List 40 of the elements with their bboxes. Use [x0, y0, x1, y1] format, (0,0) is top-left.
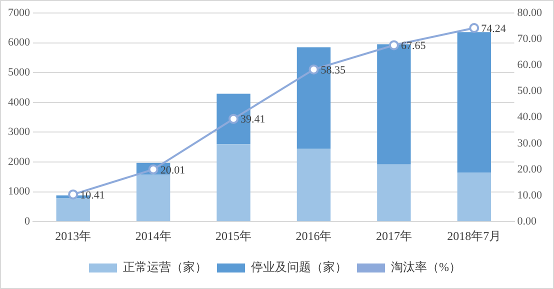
bar [296, 148, 331, 222]
bar [56, 198, 90, 222]
point [308, 64, 319, 74]
x-tick-label: 2015年 [216, 228, 252, 243]
y2-tick-label: 60.00 [517, 59, 542, 72]
y-tick-label: 5000 [8, 66, 30, 78]
legend-label: 淘汰率（%） [391, 260, 461, 274]
y2-tick-label: 70.00 [517, 32, 542, 45]
bar [377, 164, 411, 222]
y2-tick-label: 10.00 [517, 189, 542, 202]
y2-tick-label: 0.00 [517, 215, 537, 228]
point [68, 189, 78, 200]
point [228, 114, 239, 124]
x-tick-label: 2017年 [376, 228, 412, 243]
point [469, 23, 480, 34]
y-tick-label: 4000 [8, 96, 30, 108]
y2-tick-label: 80.00 [517, 6, 542, 19]
bar [136, 174, 170, 222]
legend-label: 正常运营（家） [123, 260, 207, 274]
y-tick-label: 7000 [8, 6, 30, 19]
y-tick-label: 0 [24, 215, 30, 228]
bar [457, 172, 491, 222]
bar [216, 144, 250, 222]
x-tick-label: 2014年 [135, 228, 172, 243]
point [388, 40, 399, 50]
y2-tick-label: 50.00 [517, 85, 542, 98]
y2-tick-label: 40.00 [517, 111, 542, 124]
y2-tick-label: 20.00 [517, 163, 542, 176]
data-label: 10.41 [80, 189, 105, 202]
y-tick-label: 2000 [8, 156, 30, 168]
legend-label: 停业及问题（家） [251, 260, 347, 274]
y-tick-label: 1000 [8, 186, 30, 198]
bar [457, 32, 491, 173]
x-tick-label: 2018年7月 [447, 228, 502, 243]
x-tick-label: 2013年 [55, 228, 92, 243]
y2-tick-label: 30.00 [517, 137, 542, 150]
y-tick-label: 6000 [8, 36, 30, 49]
y-tick-label: 3000 [8, 126, 30, 138]
x-tick-label: 2016年 [296, 228, 332, 243]
data-label: 74.24 [481, 22, 506, 35]
